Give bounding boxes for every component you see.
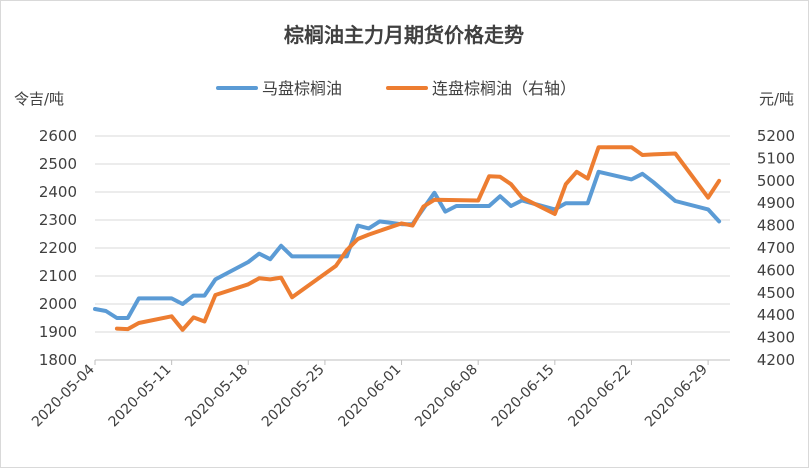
y-left-tick-label: 1900 — [39, 323, 77, 341]
y-right-tick-label: 5000 — [757, 172, 795, 190]
legend-item: 连盘棕榈油（右轴） — [386, 79, 576, 98]
legend-label: 连盘棕榈油（右轴） — [432, 79, 576, 98]
legend: 马盘棕榈油 连盘棕榈油（右轴） — [216, 79, 576, 98]
y-right-tick-label: 4400 — [757, 306, 795, 324]
y-axis-right-label: 元/吨 — [759, 90, 794, 108]
series-line-1 — [114, 145, 722, 332]
y-right-tick-label: 4300 — [757, 329, 795, 347]
y-left-tick-label: 2000 — [39, 295, 77, 313]
y-left-tick-label: 2600 — [39, 127, 77, 145]
y-left-tick-label: 2400 — [39, 183, 77, 201]
y-right-tick-label: 4600 — [757, 261, 795, 279]
y-left-tick-label: 2300 — [39, 211, 77, 229]
y-right-tick-label: 4500 — [757, 284, 795, 302]
y-left-tick-label: 2100 — [39, 267, 77, 285]
y-right-tick-label: 5100 — [757, 149, 795, 167]
y-right-tick-label: 5200 — [757, 127, 795, 145]
y-left-tick-label: 2500 — [39, 155, 77, 173]
y-right-tick-label: 4700 — [757, 239, 795, 257]
series-line-0 — [93, 169, 722, 320]
y-right-tick-label: 4900 — [757, 194, 795, 212]
y-left-tick-label: 1800 — [39, 351, 77, 369]
y-right-tick-label: 4800 — [757, 217, 795, 235]
chart-title: 棕榈油主力月期货价格走势 — [284, 23, 524, 47]
gridlines — [95, 135, 730, 361]
legend-label: 马盘棕榈油 — [262, 79, 342, 98]
y-axis-left-label: 令吉/吨 — [14, 90, 64, 108]
y-left-tick-label: 2200 — [39, 239, 77, 257]
legend-item: 马盘棕榈油 — [216, 79, 342, 98]
y-right-tick-label: 4200 — [757, 351, 795, 369]
series-lines — [93, 145, 722, 332]
